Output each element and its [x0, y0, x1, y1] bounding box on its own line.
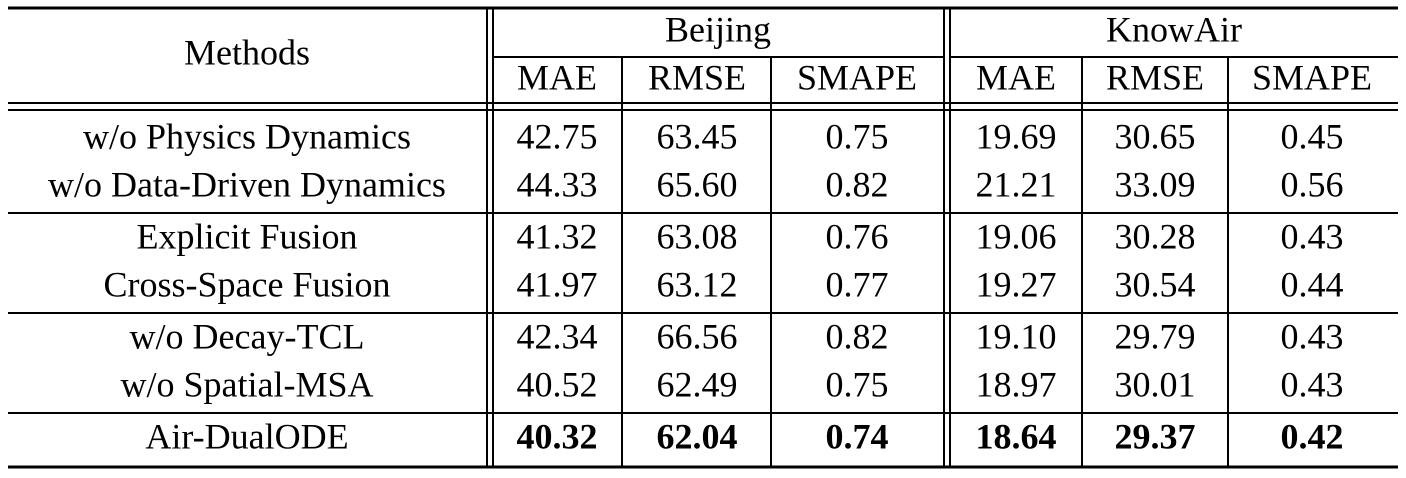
- value-cell: 40.52: [517, 364, 598, 404]
- value-cell: 0.56: [1281, 164, 1344, 204]
- method-cell: Air-DualODE: [145, 416, 348, 456]
- metric-header: MAE: [976, 57, 1056, 97]
- value-cell: 29.37: [1115, 416, 1196, 456]
- metric-header: RMSE: [1106, 57, 1204, 97]
- value-cell: 63.12: [657, 264, 738, 304]
- value-cell: 30.65: [1115, 116, 1196, 156]
- value-cell: 62.04: [657, 416, 738, 456]
- method-cell: w/o Data-Driven Dynamics: [48, 164, 446, 204]
- value-cell: 0.44: [1281, 264, 1344, 304]
- value-cell: 0.77: [826, 264, 889, 304]
- value-cell: 0.74: [826, 416, 889, 456]
- value-cell: 0.45: [1281, 116, 1344, 156]
- value-cell: 0.75: [826, 116, 889, 156]
- method-cell: Explicit Fusion: [136, 216, 357, 256]
- metric-header: MAE: [517, 57, 597, 97]
- value-cell: 63.08: [657, 216, 738, 256]
- value-cell: 33.09: [1115, 164, 1196, 204]
- value-cell: 30.28: [1115, 216, 1196, 256]
- value-cell: 19.27: [976, 264, 1057, 304]
- value-cell: 19.69: [976, 116, 1057, 156]
- value-cell: 0.82: [826, 164, 889, 204]
- value-cell: 21.21: [976, 164, 1057, 204]
- value-cell: 0.82: [826, 316, 889, 356]
- group-header: KnowAir: [1106, 9, 1242, 49]
- value-cell: 42.34: [517, 316, 598, 356]
- group-header: Beijing: [665, 9, 771, 49]
- value-cell: 40.32: [517, 416, 598, 456]
- value-cell: 0.42: [1281, 416, 1344, 456]
- method-cell: w/o Physics Dynamics: [83, 116, 411, 156]
- value-cell: 19.06: [976, 216, 1057, 256]
- value-cell: 30.54: [1115, 264, 1196, 304]
- metric-header: RMSE: [648, 57, 746, 97]
- value-cell: 62.49: [657, 364, 738, 404]
- value-cell: 63.45: [657, 116, 738, 156]
- value-cell: 0.75: [826, 364, 889, 404]
- value-cell: 0.43: [1281, 316, 1344, 356]
- value-cell: 18.97: [976, 364, 1057, 404]
- value-cell: 41.32: [517, 216, 598, 256]
- value-cell: 65.60: [657, 164, 738, 204]
- metric-header: SMAPE: [797, 57, 917, 97]
- metric-header: SMAPE: [1252, 57, 1372, 97]
- method-cell: w/o Decay-TCL: [130, 316, 365, 356]
- value-cell: 0.43: [1281, 216, 1344, 256]
- value-cell: 18.64: [976, 416, 1057, 456]
- header-methods: Methods: [184, 32, 310, 72]
- value-cell: 0.43: [1281, 364, 1344, 404]
- value-cell: 29.79: [1115, 316, 1196, 356]
- method-cell: Cross-Space Fusion: [104, 264, 391, 304]
- value-cell: 41.97: [517, 264, 598, 304]
- value-cell: 66.56: [657, 316, 738, 356]
- value-cell: 30.01: [1115, 364, 1196, 404]
- value-cell: 0.76: [826, 216, 889, 256]
- value-cell: 44.33: [517, 164, 598, 204]
- value-cell: 19.10: [976, 316, 1057, 356]
- value-cell: 42.75: [517, 116, 598, 156]
- method-cell: w/o Spatial-MSA: [120, 364, 373, 404]
